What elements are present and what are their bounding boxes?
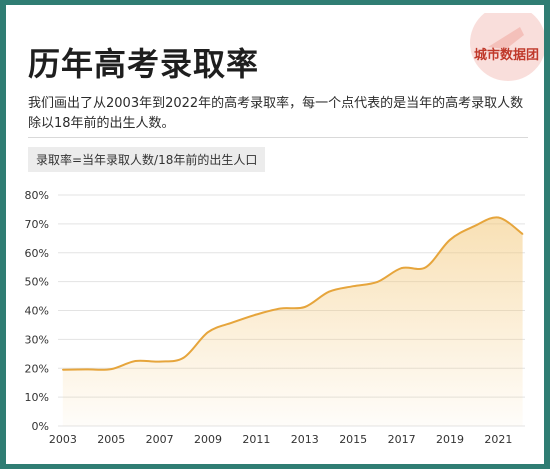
data-point xyxy=(183,356,185,359)
data-point xyxy=(473,225,476,227)
data-point xyxy=(279,307,282,310)
y-tick-label: 10% xyxy=(25,391,49,404)
x-tick-label: 2015 xyxy=(339,433,367,446)
y-tick-label: 60% xyxy=(25,247,49,260)
admission-rate-chart: 0%10%20%30%40%50%60%70%80% 2003 2005 2007 2… xyxy=(25,189,525,446)
x-tick-label: 2011 xyxy=(242,433,270,446)
data-point xyxy=(110,368,112,370)
y-tick-label: 80% xyxy=(25,189,49,202)
series-admission-rate xyxy=(62,216,524,426)
x-tick-label: 2007 xyxy=(146,433,174,446)
y-tick-label: 70% xyxy=(25,218,49,231)
x-tick-label: 2013 xyxy=(291,433,319,446)
formula-label: 录取率=当年录取人数/18年前的出生人口 xyxy=(28,147,266,172)
brand-logo-icon xyxy=(470,13,544,81)
data-point xyxy=(231,321,233,324)
brand-name: 城市数据团 xyxy=(474,48,540,63)
chart-card: 城市数据团 历年高考录取率 我们画出了从2003年到2022年的高考录取率，每一… xyxy=(6,5,544,464)
series-line xyxy=(62,216,524,371)
x-tick-label: 2021 xyxy=(484,433,512,446)
data-point xyxy=(62,368,64,371)
chart-description: 我们画出了从2003年到2022年的高考录取率，每一个点代表的是当年的高考录取人… xyxy=(28,96,524,131)
y-tick-label: 30% xyxy=(25,333,49,346)
divider xyxy=(28,137,528,138)
data-point xyxy=(400,267,403,269)
data-point xyxy=(304,306,306,308)
x-axis: 2003 2005 2007 2009 2011 2013 2015 2017 2019 2021 xyxy=(49,433,513,446)
x-tick-label: 2019 xyxy=(436,433,464,446)
data-point xyxy=(86,368,88,371)
data-point xyxy=(521,233,524,235)
page-title: 历年高考录取率 xyxy=(28,45,260,83)
data-point xyxy=(255,313,258,316)
data-point xyxy=(207,331,209,333)
data-point xyxy=(497,216,500,219)
series-area-fill xyxy=(62,217,523,426)
y-tick-label: 50% xyxy=(25,276,49,289)
x-tick-label: 2009 xyxy=(194,433,222,446)
x-tick-label: 2017 xyxy=(388,433,416,446)
data-point xyxy=(376,281,379,283)
y-axis: 0% 10% 20% 30% 40% 50% 60% 70% 80% xyxy=(25,189,49,433)
data-point xyxy=(425,266,427,268)
y-tick-label: 0% xyxy=(32,420,49,433)
x-tick-label: 2005 xyxy=(97,433,125,446)
data-point xyxy=(134,360,137,362)
y-tick-label: 40% xyxy=(25,305,49,318)
data-point xyxy=(328,290,330,293)
data-point xyxy=(158,360,161,363)
y-tick-label: 20% xyxy=(25,362,49,375)
data-point xyxy=(449,239,451,241)
x-tick-label: 2003 xyxy=(49,433,77,446)
data-point xyxy=(352,285,355,287)
